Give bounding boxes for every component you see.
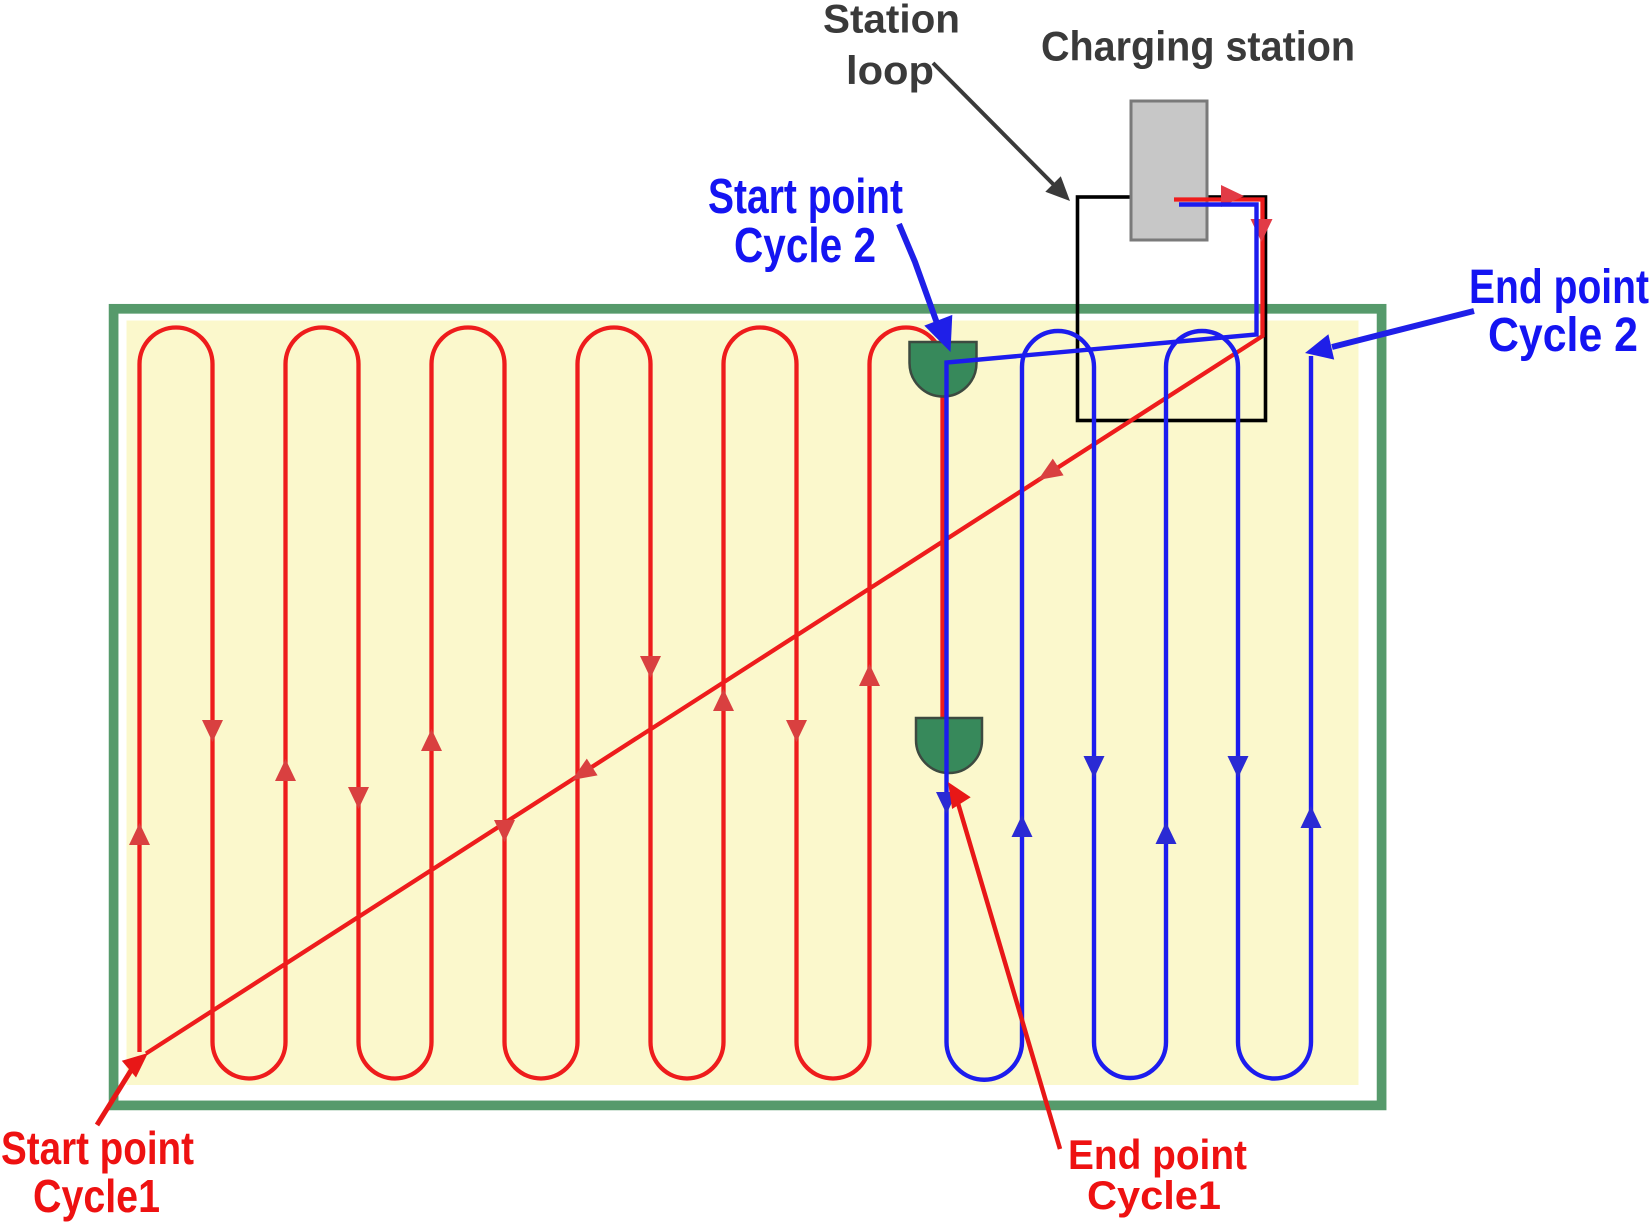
svg-text:Cycle1: Cycle1	[33, 1170, 160, 1222]
svg-text:loop: loop	[846, 49, 934, 93]
svg-text:End point: End point	[1469, 261, 1649, 314]
svg-text:Cycle 2: Cycle 2	[734, 219, 876, 273]
svg-text:Station: Station	[823, 0, 960, 42]
svg-text:End point: End point	[1068, 1131, 1247, 1178]
svg-text:Start point: Start point	[708, 170, 903, 224]
svg-text:Cycle 2: Cycle 2	[1488, 309, 1638, 362]
svg-text:Cycle1: Cycle1	[1087, 1174, 1221, 1218]
svg-text:Charging station: Charging station	[1041, 23, 1355, 70]
svg-text:Start point: Start point	[1, 1122, 194, 1174]
